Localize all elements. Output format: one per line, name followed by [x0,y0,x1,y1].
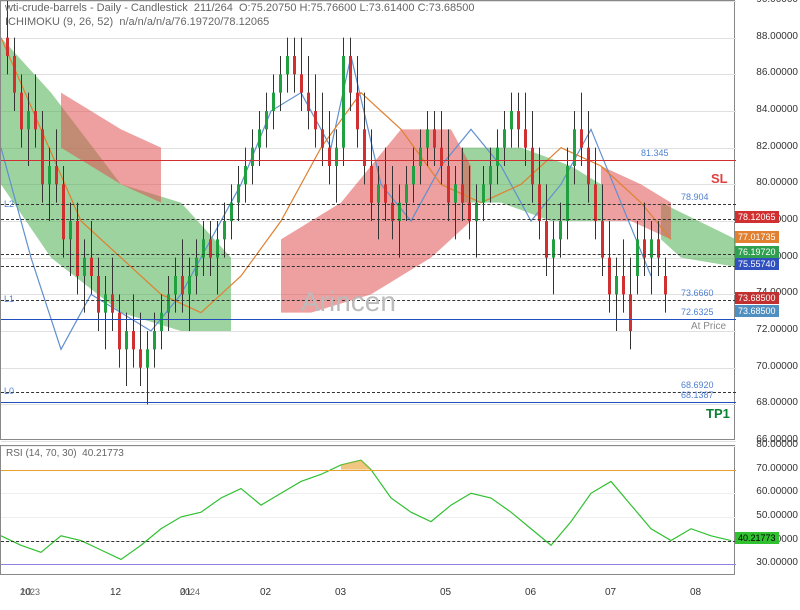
chart-title: wti-crude-barrels - Daily - Candlestick … [5,2,474,14]
price-tag: 73.68500 [735,305,779,317]
x-axis: 10202312012024020305060708 [0,575,735,600]
rsi-tick-label: 50.00000 [756,510,798,521]
horizontal-line [1,402,736,403]
y-tick-label: 72.00000 [756,324,798,335]
rsi-hline [1,541,736,542]
horizontal-line [1,219,736,220]
sl-label: SL [711,171,728,186]
x-year-label: 2024 [180,587,200,610]
rsi-tick-label: 30.00000 [756,557,798,568]
y-tick-label: 82.00000 [756,141,798,152]
horizontal-line [1,254,736,255]
y-tick-label: 90.00000 [756,0,798,5]
horizontal-line [1,319,736,320]
hline-label: 73.6660 [681,288,714,298]
x-tick-label: 06 [525,587,536,598]
price-tag: 76.19720 [735,246,779,258]
rsi-tick-label: 70.00000 [756,463,798,474]
rsi-tag: 40.21773 [735,532,779,544]
rsi-hline [1,564,736,565]
indicator-label: ICHIMOKU (9, 26, 52) n/a/n/a/n/a/76.1972… [5,16,269,28]
x-tick-label: 03 [335,587,346,598]
horizontal-line [1,392,736,393]
price-tag: 78.12065 [735,211,779,223]
chart-container: wti-crude-barrels - Daily - Candlestick … [0,0,800,600]
level-label: L0 [4,386,14,396]
horizontal-line [1,204,736,205]
hline-label: 81.345 [641,148,669,158]
x-tick-label: 08 [690,587,701,598]
level-label: L1 [4,294,14,304]
x-tick-label: 12 [110,587,121,598]
rsi-tick-label: 80.00000 [756,439,798,450]
y-tick-label: 86.00000 [756,67,798,78]
y-axis-main: 66.0000068.0000070.0000072.0000074.00000… [735,0,800,440]
y-tick-label: 88.00000 [756,31,798,42]
x-year-label: 2023 [20,587,40,610]
price-tag: 77.01735 [735,231,779,243]
y-axis-rsi: 30.0000040.0000050.0000060.0000070.00000… [735,445,800,575]
y-tick-label: 84.00000 [756,104,798,115]
main-chart-svg [1,1,736,441]
atprice-label: At Price [691,321,726,332]
hline-label: 78.904 [681,192,709,202]
hline-label: 72.6325 [681,307,714,317]
x-tick-label: 02 [260,587,271,598]
price-tag: 73.68500 [735,292,779,304]
horizontal-line [1,266,736,267]
x-tick-label: 07 [605,587,616,598]
watermark: Arincen [301,286,396,318]
rsi-hline [1,470,736,471]
x-tick-label: 05 [440,587,451,598]
rsi-chart-svg [1,446,736,576]
horizontal-line [1,160,736,161]
rsi-chart[interactable]: RSI (14, 70, 30) 40.21773 [0,445,735,575]
y-tick-label: 68.00000 [756,397,798,408]
hline-label: 68.1387 [681,390,714,400]
level-label: L2 [4,199,14,209]
hline-label: 68.6920 [681,380,714,390]
y-tick-label: 70.00000 [756,361,798,372]
y-tick-label: 80.00000 [756,177,798,188]
rsi-tick-label: 60.00000 [756,486,798,497]
main-chart[interactable]: Arincen 81.345 78.904 73.6660 72.6325 68.692… [0,0,735,440]
tp-label: TP1 [706,406,730,421]
price-tag: 75.55740 [735,258,779,270]
rsi-header: RSI (14, 70, 30) 40.21773 [6,448,124,459]
